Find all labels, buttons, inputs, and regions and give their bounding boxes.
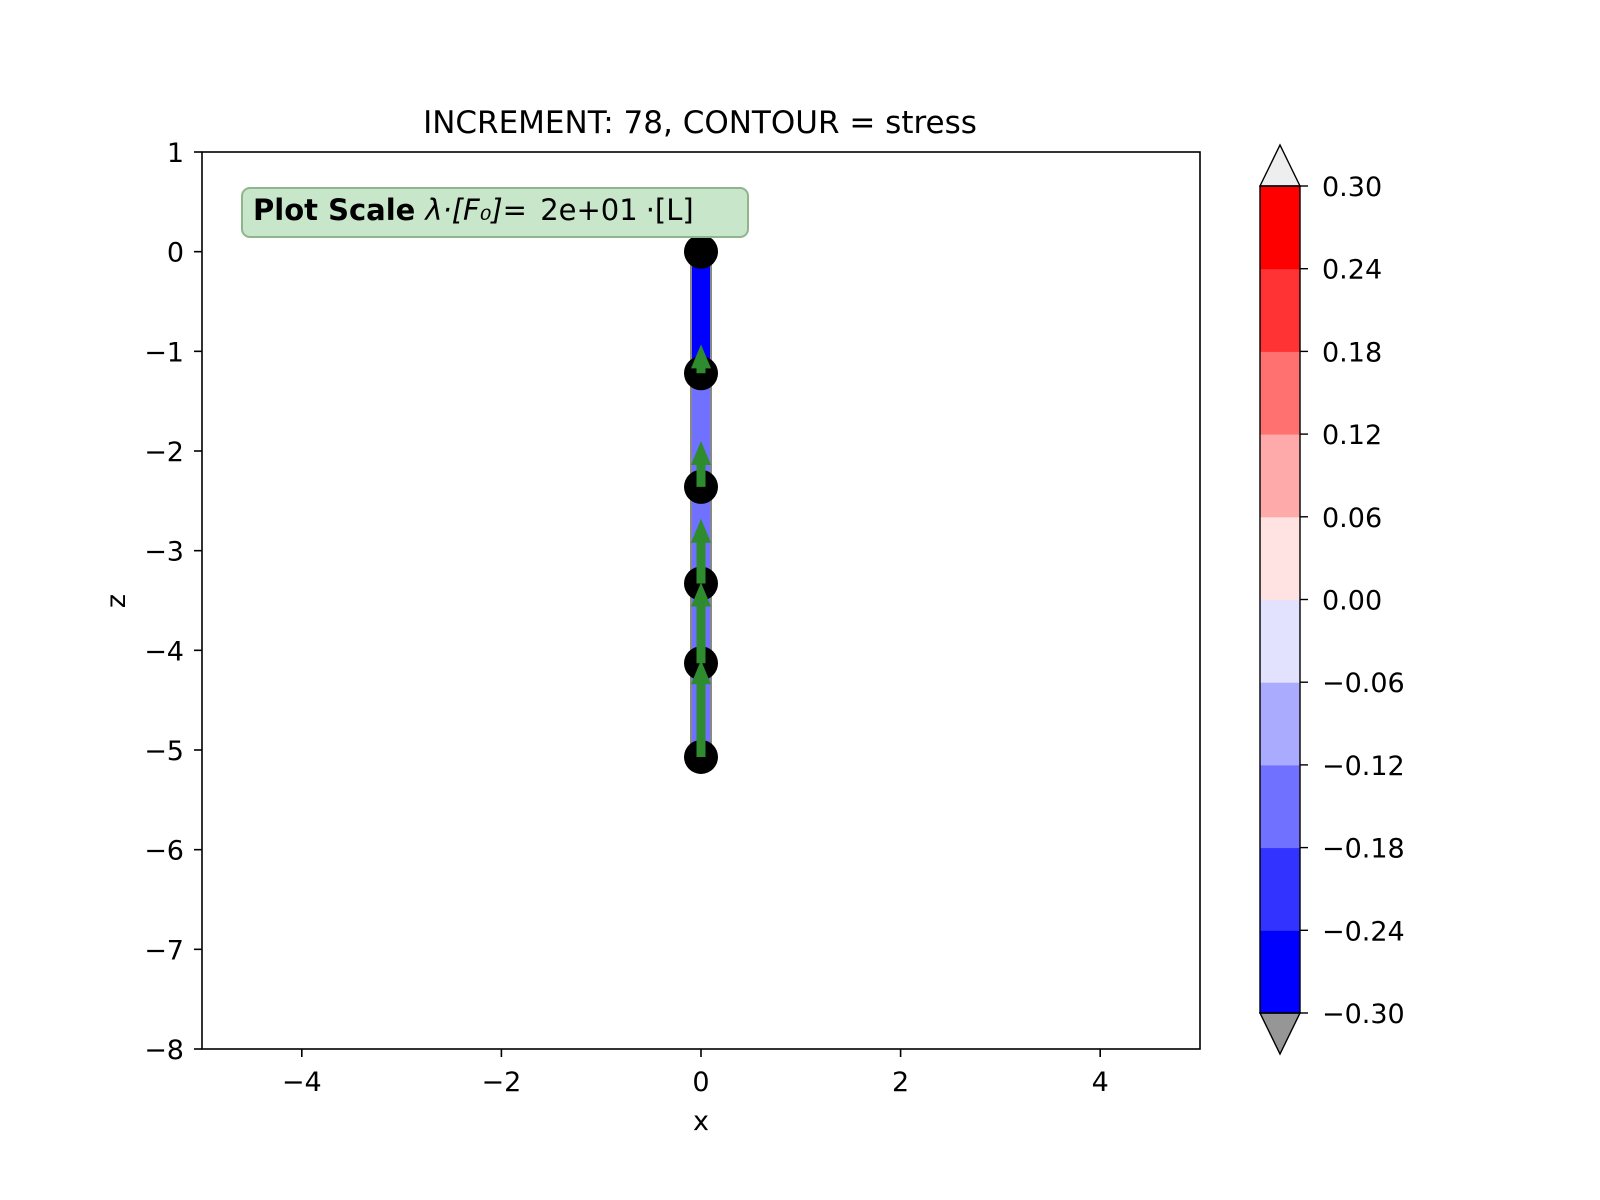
force-arrow-shape	[691, 344, 711, 374]
colorbar-tick-label: −0.12	[1322, 751, 1405, 782]
colorbar-segment	[1260, 434, 1300, 518]
colorbar-tick-label: 0.24	[1322, 255, 1382, 286]
annotation-value: 2e+01	[540, 193, 638, 227]
y-tick-label: −8	[144, 1035, 184, 1066]
y-tick-label: −5	[144, 736, 184, 767]
colorbar-tick-label: −0.06	[1322, 668, 1405, 699]
colorbar-segment	[1260, 764, 1300, 849]
x-tick-label: 2	[892, 1067, 909, 1098]
chart-title: INCREMENT: 78, CONTOUR = stress	[423, 105, 977, 141]
colorbar-tick-label: 0.00	[1322, 586, 1382, 617]
x-axis: −4 −2 0 2 4	[282, 1049, 1109, 1098]
y-tick-label: 0	[167, 238, 184, 269]
y-tick-label: −4	[144, 636, 184, 667]
x-tick-label: −2	[481, 1067, 521, 1098]
forces-layer	[691, 344, 711, 757]
colorbar-tick-label: −0.30	[1322, 999, 1405, 1030]
force-arrow	[691, 518, 711, 584]
plot-area	[201, 151, 1201, 1050]
y-tick-label: −6	[144, 836, 184, 867]
annotation-box: Plot Scale λ·[F₀]= 2e+01 ·[L]	[241, 187, 749, 238]
x-tick-label: 4	[1092, 1067, 1109, 1098]
colorbar-segment	[1260, 186, 1300, 270]
colorbar-segment	[1260, 268, 1300, 352]
colorbar-tick-label: 0.06	[1322, 503, 1382, 534]
colorbar-segment	[1260, 351, 1300, 435]
colorbar-segment	[1260, 599, 1300, 683]
x-axis-label: x	[693, 1106, 709, 1137]
force-arrow-shape	[691, 660, 711, 757]
force-arrow	[691, 582, 711, 664]
y-tick-label: −1	[144, 337, 184, 368]
node-marker	[684, 234, 718, 269]
force-arrow-shape	[691, 518, 711, 584]
y-tick-label: −2	[144, 437, 184, 468]
colorbar-extend-min	[1258, 1012, 1302, 1056]
colorbar: −0.30 −0.24 −0.18 −0.12 −0.06 0.00 0.06 0.12 0.1…	[1258, 143, 1405, 1056]
colorbar-segment	[1260, 516, 1300, 600]
y-tick-label: −3	[144, 537, 184, 568]
force-arrow	[691, 441, 711, 487]
annotation-formula: λ·[F₀]=	[423, 193, 536, 227]
y-axis: 1 0 −1 −2 −3 −4 −5 −6 −7 −8	[144, 138, 202, 1066]
colorbar-tick-label: 0.30	[1322, 172, 1382, 203]
y-axis-label: z	[101, 594, 132, 608]
colorbar-tick-label: −0.24	[1322, 916, 1405, 947]
force-arrow	[691, 344, 711, 374]
colorbar-extend-max	[1258, 143, 1302, 187]
colorbar-segment	[1260, 930, 1300, 1014]
colorbar-tick-label: 0.12	[1322, 420, 1382, 451]
x-tick-label: −4	[282, 1067, 322, 1098]
force-arrow	[691, 660, 711, 757]
y-tick-label: 1	[167, 138, 184, 169]
y-tick-label: −7	[144, 935, 184, 966]
force-arrow-shape	[691, 582, 711, 664]
colorbar-segment	[1260, 847, 1300, 931]
x-tick-label: 0	[692, 1067, 709, 1098]
force-arrow-shape	[691, 441, 711, 487]
colorbar-tick-label: 0.18	[1322, 337, 1382, 368]
annotation-bold: Plot Scale	[253, 193, 415, 227]
annotation-unit: ·[L]	[646, 193, 694, 227]
colorbar-segment	[1260, 682, 1300, 766]
colorbar-tick-label: −0.18	[1322, 834, 1405, 865]
